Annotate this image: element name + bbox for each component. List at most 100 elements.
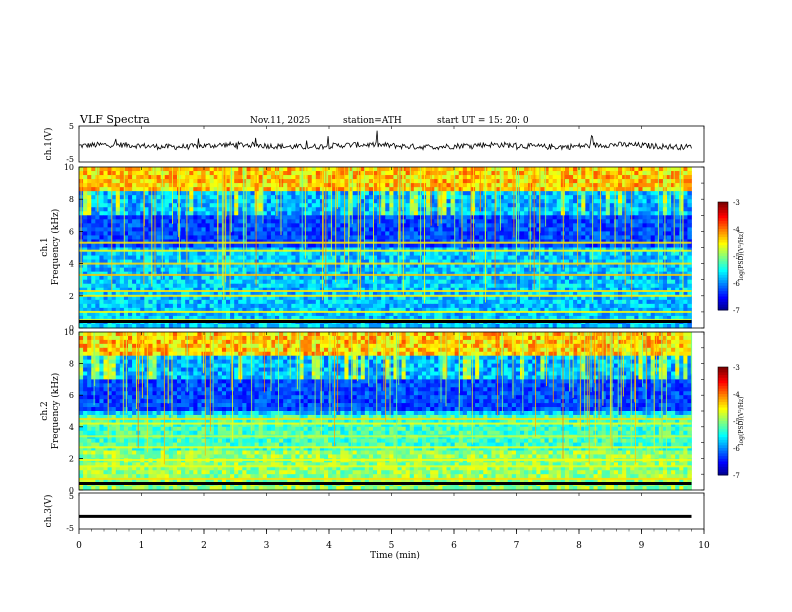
spec-cell	[605, 231, 611, 236]
spec-cell	[172, 191, 178, 196]
spec-cell	[193, 263, 198, 269]
spec-cell	[389, 231, 394, 236]
spec-cell	[597, 255, 603, 260]
spec-cell	[364, 291, 370, 297]
spec-cell	[315, 251, 321, 256]
spec-cell	[564, 239, 570, 244]
spec-cell	[524, 203, 529, 208]
spec-cell	[340, 271, 345, 277]
spec-cell	[91, 191, 96, 196]
spec-cell	[491, 187, 496, 192]
spec-cell	[638, 267, 643, 273]
spec-cell	[499, 223, 505, 228]
spec-cell	[234, 223, 239, 228]
spec-cell	[520, 279, 525, 285]
spec-cell	[397, 279, 402, 285]
spec-cell	[434, 195, 439, 200]
spec-cell	[128, 187, 133, 192]
spec-cell	[385, 259, 390, 264]
spec-cell	[479, 211, 484, 216]
spec-cell	[413, 223, 419, 228]
spec-cell	[569, 239, 574, 244]
spec-cell	[144, 167, 149, 172]
spec-cell	[409, 171, 415, 176]
spec-cell	[201, 275, 206, 281]
date-label: Nov.11, 2025	[250, 116, 311, 126]
spec-cell	[569, 255, 574, 260]
spec-cell	[262, 199, 268, 204]
spec-cell	[213, 227, 219, 232]
spec-cell	[307, 175, 313, 180]
spec-cell	[136, 259, 141, 264]
spec-cell	[234, 283, 239, 289]
spec-cell	[303, 275, 309, 281]
spec-cell	[128, 223, 133, 228]
spec-cell	[279, 235, 284, 240]
spec-cell	[471, 267, 476, 273]
spec-cell	[479, 167, 484, 172]
spec-cell	[385, 199, 390, 204]
spec-cell	[569, 179, 574, 184]
spec-cell	[287, 191, 292, 196]
spec-cell	[417, 283, 423, 289]
spec-cell	[385, 215, 390, 220]
spec-cell	[254, 239, 260, 244]
spec-cell	[507, 183, 513, 188]
spec-cell	[144, 187, 149, 192]
spec-cell	[103, 255, 108, 260]
spec-cell	[119, 207, 125, 212]
spec-cell	[164, 255, 170, 260]
spec-cell	[311, 259, 317, 264]
spec-cell	[479, 227, 484, 232]
spec-cell	[671, 287, 676, 293]
spec-cell	[442, 243, 447, 248]
spec-cell	[552, 239, 558, 244]
spec-cell	[405, 199, 411, 204]
spec-cell	[128, 271, 133, 277]
spec-cell	[585, 255, 590, 260]
spec-cell	[548, 231, 554, 236]
spec-cell	[230, 243, 235, 248]
spec-cell	[573, 251, 578, 256]
spec-cell	[618, 263, 623, 269]
spec-cell	[254, 211, 260, 216]
spec-cell	[266, 279, 272, 285]
spec-cell	[364, 227, 370, 232]
spec-cell	[140, 195, 145, 200]
spec-cell	[405, 231, 411, 236]
spec-cell	[136, 271, 141, 277]
spec-cell	[107, 283, 113, 289]
spec-cell	[687, 283, 692, 289]
spec-cell	[128, 239, 133, 244]
spec-cell	[348, 195, 353, 200]
spec-cell	[679, 191, 684, 196]
spec-cell	[295, 167, 300, 172]
spec-cell	[226, 291, 231, 297]
spec-cell	[507, 295, 513, 301]
spec-cell	[307, 251, 313, 256]
spec-cell	[434, 295, 439, 301]
spec-cell	[540, 291, 545, 297]
spec-cell	[377, 271, 382, 277]
spec-cell	[295, 199, 300, 204]
spec-cell	[405, 183, 411, 188]
spec-cell	[262, 275, 268, 281]
spec-cell	[95, 255, 100, 260]
spec-cell	[581, 291, 586, 297]
spec-cell	[430, 263, 435, 269]
spec-cell	[577, 203, 582, 208]
spec-cell	[91, 271, 96, 277]
spec-cell	[164, 199, 170, 204]
spec-cell	[585, 271, 590, 277]
spec-cell	[450, 283, 456, 289]
spec-cell	[148, 259, 153, 264]
spec-cell	[442, 259, 447, 264]
spec-cell	[642, 171, 647, 176]
spec-cell	[536, 287, 541, 293]
spec-cell	[381, 275, 386, 281]
spec-cell	[687, 295, 692, 301]
spec-cell	[103, 179, 108, 184]
spec-cell	[581, 191, 586, 196]
spec-cell	[438, 195, 443, 200]
spec-cell	[646, 171, 652, 176]
